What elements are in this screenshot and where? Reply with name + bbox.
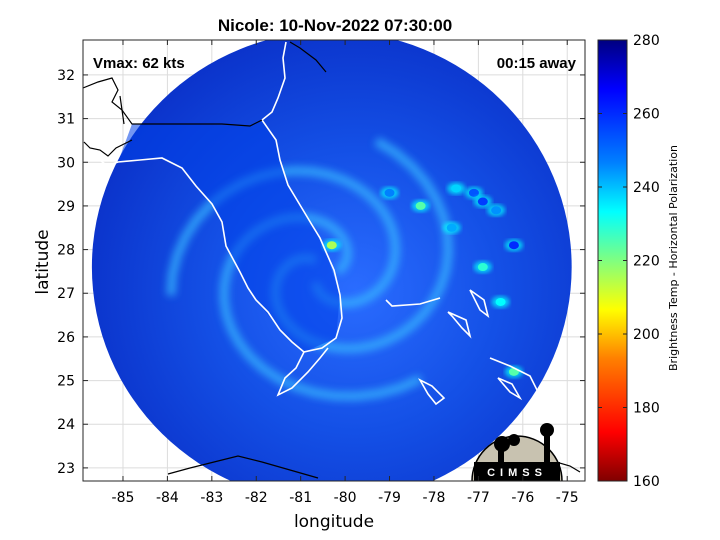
convective-cell xyxy=(384,188,395,197)
y-tick-label: 24 xyxy=(57,417,75,433)
swath-disk xyxy=(91,40,572,481)
y-tick-label: 23 xyxy=(57,461,75,477)
x-tick-label: -79 xyxy=(378,490,401,506)
y-tick-label: 27 xyxy=(57,286,75,302)
x-tick-label: -78 xyxy=(423,490,446,506)
x-axis-ticks: -85 -84 -83 -82 -81 -80 -79 -78 -77 -76 -75 xyxy=(112,40,579,506)
colorbar-tick-label: 260 xyxy=(633,107,660,123)
convective-cell xyxy=(446,223,457,232)
convective-cell xyxy=(451,184,462,193)
x-tick-label: -75 xyxy=(556,490,579,506)
colorbar-tick-label: 200 xyxy=(633,327,660,343)
convective-cell xyxy=(326,241,337,250)
chart-title: Nicole: 10-Nov-2022 07:30:00 xyxy=(218,16,452,35)
coastline-bahamas xyxy=(385,289,562,416)
convective-cell xyxy=(508,241,519,250)
cimss-logo: CIMSS xyxy=(471,423,563,481)
colorbar-tick-label: 180 xyxy=(633,401,660,417)
convective-cell xyxy=(477,263,488,272)
x-tick-label: -77 xyxy=(467,490,490,506)
y-tick-label: 32 xyxy=(57,68,75,84)
colorbar xyxy=(597,39,628,482)
colorbar-tick-label: 160 xyxy=(633,474,660,490)
x-tick-label: -80 xyxy=(334,490,357,506)
y-axis-ticks: 23 24 25 26 27 28 29 30 31 32 xyxy=(57,68,585,477)
colorbar-tick-label: 220 xyxy=(633,254,660,270)
x-tick-label: -82 xyxy=(245,490,268,506)
vmax-annotation: Vmax: 62 kts xyxy=(93,55,185,72)
colorbar-ticks: 160 180 200 220 240 260 280 xyxy=(598,33,660,490)
convective-cell xyxy=(468,188,479,197)
axes-frame xyxy=(82,39,586,482)
y-axis-label: latitude xyxy=(33,229,53,294)
y-tick-label: 29 xyxy=(57,199,75,215)
x-axis-label: longitude xyxy=(294,512,374,532)
x-tick-label: -76 xyxy=(511,490,534,506)
brightness-swath xyxy=(91,40,572,481)
y-tick-label: 25 xyxy=(57,374,75,390)
convective-cell xyxy=(491,206,502,215)
x-tick-label: -81 xyxy=(289,490,312,506)
x-tick-label: -83 xyxy=(200,490,223,506)
convective-cell xyxy=(477,197,488,206)
convective-cells xyxy=(322,182,523,378)
colorbar-tick-label: 280 xyxy=(633,33,660,49)
time-away-annotation: 00:15 away xyxy=(497,55,577,72)
y-tick-label: 28 xyxy=(57,243,75,259)
colorbar-tick-label: 240 xyxy=(633,180,660,196)
land-tint xyxy=(118,120,340,352)
y-tick-label: 30 xyxy=(57,155,75,171)
cimss-logo-text: CIMSS xyxy=(487,467,547,479)
convective-cell xyxy=(495,297,506,306)
y-tick-label: 26 xyxy=(57,330,75,346)
y-tick-label: 31 xyxy=(57,112,75,128)
x-tick-label: -85 xyxy=(112,490,135,506)
convective-cell xyxy=(415,201,426,210)
colorbar-label: Brightness Temp - Horizontal Polarizatio… xyxy=(667,145,680,371)
x-tick-label: -84 xyxy=(156,490,179,506)
